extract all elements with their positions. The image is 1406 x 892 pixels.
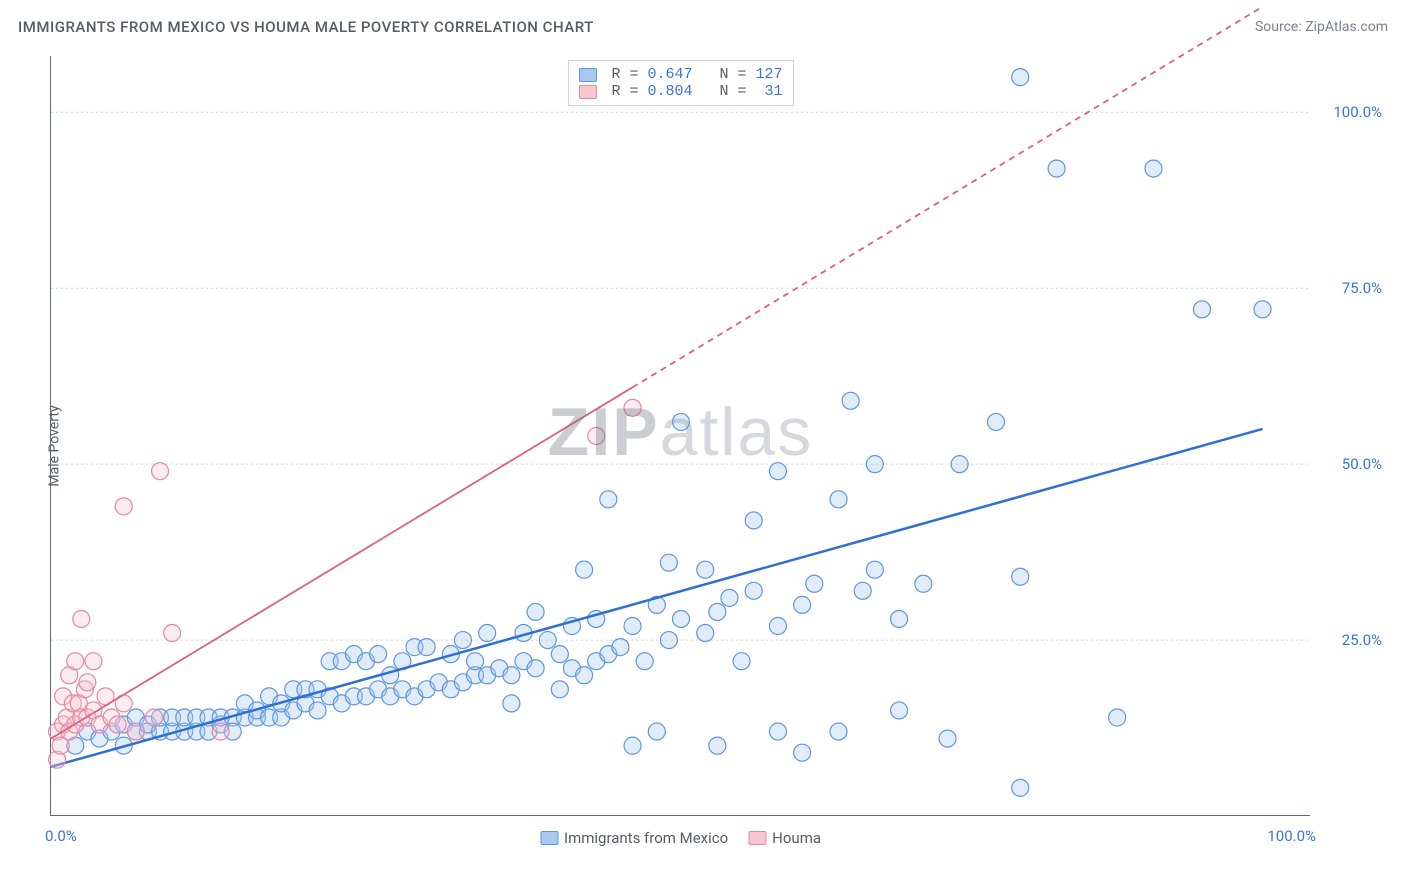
data-point [1048, 160, 1065, 177]
data-point [612, 639, 629, 656]
data-point [600, 491, 617, 508]
data-point [212, 723, 229, 740]
data-point [164, 625, 181, 642]
legend-row: R = 0.647 N = 127 [578, 66, 782, 83]
series-legend: Immigrants from Mexico Houma [540, 829, 821, 847]
data-point [939, 730, 956, 747]
data-point [1145, 160, 1162, 177]
data-point [624, 399, 641, 416]
data-point [1193, 301, 1210, 318]
legend-swatch [748, 831, 766, 845]
plot-area: ZIPatlas R = 0.647 N = 127 R = 0.804 N =… [50, 56, 1310, 816]
data-point [479, 625, 496, 642]
data-point [539, 632, 556, 649]
data-point [721, 589, 738, 606]
data-point [73, 610, 90, 627]
y-tick-label: 75.0% [1342, 279, 1382, 297]
legend-swatch [578, 85, 596, 99]
data-point [806, 575, 823, 592]
data-point [1109, 709, 1126, 726]
y-tick-label: 100.0% [1333, 103, 1382, 121]
data-point [709, 737, 726, 754]
data-point [745, 512, 762, 529]
data-point [370, 646, 387, 663]
data-point [127, 723, 144, 740]
y-tick-label: 50.0% [1342, 455, 1382, 473]
data-point [503, 695, 520, 712]
x-tick-left: 0.0% [45, 827, 77, 845]
data-point [67, 653, 84, 670]
data-point [951, 456, 968, 473]
data-point [309, 702, 326, 719]
data-point [830, 723, 847, 740]
data-point [866, 561, 883, 578]
data-point [79, 674, 96, 691]
legend-swatch [578, 68, 596, 82]
data-point [624, 618, 641, 635]
data-point [527, 603, 544, 620]
data-point [660, 554, 677, 571]
data-point [418, 639, 435, 656]
data-point [733, 653, 750, 670]
data-point [85, 653, 102, 670]
data-point [794, 596, 811, 613]
legend-label: Immigrants from Mexico [564, 829, 728, 847]
data-point [891, 610, 908, 627]
data-point [709, 603, 726, 620]
data-point [745, 582, 762, 599]
trend-line [51, 429, 1263, 767]
data-point [697, 561, 714, 578]
data-point [527, 660, 544, 677]
data-point [794, 744, 811, 761]
legend-label: Houma [772, 829, 821, 847]
data-point [1254, 301, 1271, 318]
data-point [891, 702, 908, 719]
data-point [636, 653, 653, 670]
data-point [830, 491, 847, 508]
data-point [697, 625, 714, 642]
data-point [576, 561, 593, 578]
legend-row: R = 0.804 N = 31 [578, 83, 782, 100]
legend-item: Immigrants from Mexico [540, 829, 728, 847]
data-point [467, 653, 484, 670]
data-point [769, 618, 786, 635]
data-point [588, 428, 605, 445]
data-point [576, 667, 593, 684]
data-point [115, 498, 132, 515]
data-point [660, 632, 677, 649]
data-point [503, 667, 520, 684]
legend-item: Houma [748, 829, 821, 847]
data-point [854, 582, 871, 599]
data-point [109, 716, 126, 733]
correlation-legend: R = 0.647 N = 127 R = 0.804 N = 31 [567, 60, 793, 106]
data-point [648, 723, 665, 740]
data-point [624, 737, 641, 754]
data-point [769, 723, 786, 740]
data-point [866, 456, 883, 473]
chart-title: IMMIGRANTS FROM MEXICO VS HOUMA MALE POV… [18, 18, 594, 36]
data-point [842, 392, 859, 409]
y-tick-label: 25.0% [1342, 631, 1382, 649]
data-point [673, 413, 690, 430]
data-point [1012, 568, 1029, 585]
data-point [152, 463, 169, 480]
legend-swatch [540, 831, 558, 845]
data-point [769, 463, 786, 480]
data-point [673, 610, 690, 627]
data-point [988, 413, 1005, 430]
data-point [454, 632, 471, 649]
data-point [1012, 779, 1029, 796]
data-point [551, 681, 568, 698]
x-tick-right: 100.0% [1267, 827, 1316, 845]
data-point [1012, 69, 1029, 86]
data-point [915, 575, 932, 592]
data-point [145, 709, 162, 726]
source-label: Source: ZipAtlas.com [1255, 19, 1388, 35]
data-point [551, 646, 568, 663]
